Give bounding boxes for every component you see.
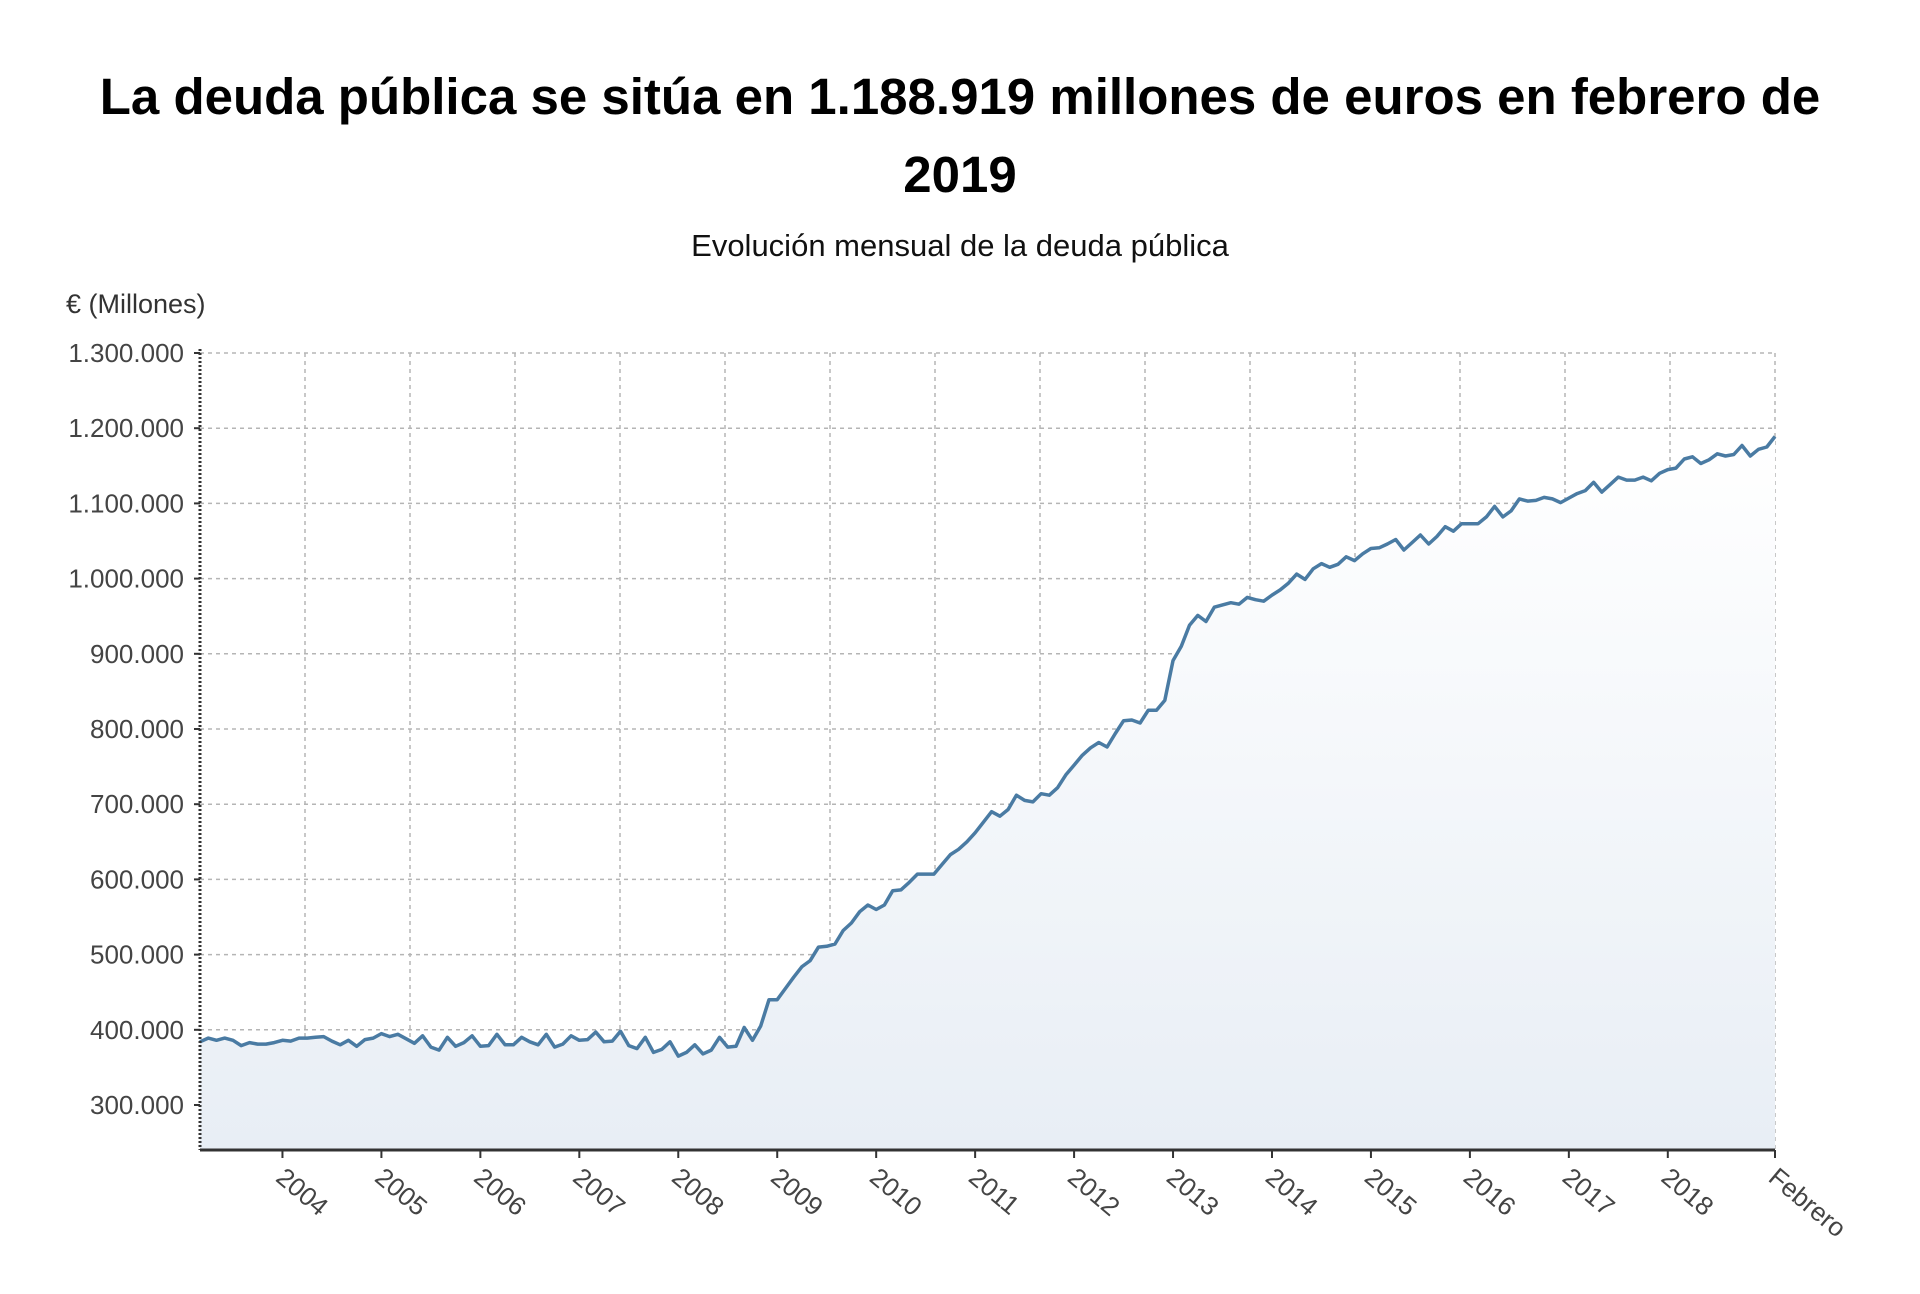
y-tick-label: 700.000 <box>90 789 184 819</box>
y-tick-label: 600.000 <box>90 864 184 894</box>
y-axis-label: € (Millones) <box>66 289 206 319</box>
x-tick-label: 2006 <box>469 1162 533 1222</box>
chart-subtitle: Evolución mensual de la deuda pública <box>691 228 1229 263</box>
y-tick-label: 800.000 <box>90 714 184 744</box>
series-line <box>199 435 1777 1058</box>
x-tick-label: 2018 <box>1656 1162 1720 1222</box>
x-tick-label: 2009 <box>765 1162 829 1222</box>
y-tick-label: 500.000 <box>90 940 184 970</box>
x-tick-label: 2012 <box>1062 1162 1126 1222</box>
y-tick-label: 1.100.000 <box>68 488 184 518</box>
series-group <box>199 435 1777 1150</box>
x-tick-label: 2013 <box>1161 1162 1225 1222</box>
y-tick-label: 1.000.000 <box>68 564 184 594</box>
y-tick-label: 400.000 <box>90 1015 184 1045</box>
series-area <box>200 436 1775 1150</box>
y-tick-label: 900.000 <box>90 639 184 669</box>
x-tick-label: 2017 <box>1557 1162 1621 1222</box>
x-tick-label: 2011 <box>963 1162 1025 1221</box>
x-tick-label: 2010 <box>864 1162 928 1222</box>
x-tick-label: 2005 <box>370 1162 434 1222</box>
x-tick-label: 2016 <box>1458 1162 1522 1222</box>
x-tick-label: 2014 <box>1260 1162 1324 1222</box>
x-tick-label: 2007 <box>567 1162 631 1222</box>
axes <box>194 349 1776 1158</box>
x-tick-label: 2008 <box>666 1162 730 1222</box>
x-tick-label: 2004 <box>271 1162 335 1222</box>
y-tick-label: 300.000 <box>90 1090 184 1120</box>
chart-title: La deuda pública se sitúa en 1.188.919 m… <box>99 68 1821 203</box>
y-tick-label: 1.200.000 <box>68 413 184 443</box>
x-tick-label: Febrero <box>1763 1162 1852 1244</box>
y-tick-label: 1.300.000 <box>68 338 184 368</box>
x-tick-label: 2015 <box>1359 1162 1423 1222</box>
